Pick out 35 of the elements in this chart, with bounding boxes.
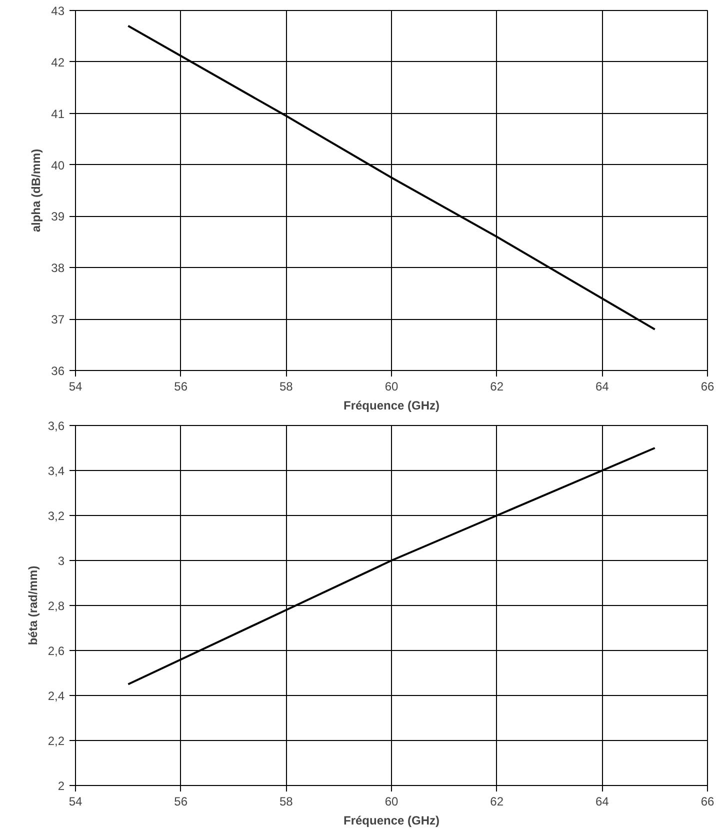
x-tick-label: 54 xyxy=(68,794,82,808)
x-tick-label: 56 xyxy=(174,794,188,808)
y-tick-label: 42 xyxy=(51,55,65,70)
x-tick-label: 58 xyxy=(279,794,294,808)
x-axis-title: Fréquence (GHz) xyxy=(343,814,440,828)
y-tick-label: 37 xyxy=(51,312,65,327)
y-tick-label: 2,6 xyxy=(48,644,65,658)
y-tick-label: 43 xyxy=(51,4,65,18)
x-tick-label: 66 xyxy=(700,380,714,394)
x-tick-label: 60 xyxy=(384,380,398,394)
x-tick-label: 56 xyxy=(174,380,188,394)
y-tick-label: 2,2 xyxy=(48,734,65,748)
x-tick-label: 58 xyxy=(279,380,294,394)
y-tick-label: 41 xyxy=(51,106,65,121)
x-tick-label: 60 xyxy=(384,794,398,808)
y-tick-label: 40 xyxy=(51,158,65,172)
x-axis-title: Fréquence (GHz) xyxy=(343,398,440,412)
x-tick-label: 66 xyxy=(700,794,714,808)
y-tick-label: 2 xyxy=(58,779,65,793)
x-tick-label: 64 xyxy=(595,380,610,394)
y-tick-label: 39 xyxy=(51,210,65,224)
y-tick-label: 3,6 xyxy=(48,419,65,433)
y-tick-label: 36 xyxy=(51,364,65,378)
y-axis-title: alpha (dB/mm) xyxy=(29,148,44,232)
y-tick-label: 2,4 xyxy=(48,689,65,703)
y-tick-label: 3 xyxy=(58,554,65,568)
y-axis-title: béta (rad/mm) xyxy=(26,566,40,646)
x-tick-label: 62 xyxy=(490,380,504,394)
y-tick-label: 3,4 xyxy=(48,464,65,478)
x-tick-label: 64 xyxy=(595,794,610,808)
x-tick-label: 54 xyxy=(68,380,82,394)
y-tick-label: 2,8 xyxy=(48,599,65,613)
y-tick-label: 38 xyxy=(51,261,65,276)
y-tick-label: 3,2 xyxy=(48,509,65,523)
x-tick-label: 62 xyxy=(490,794,504,808)
